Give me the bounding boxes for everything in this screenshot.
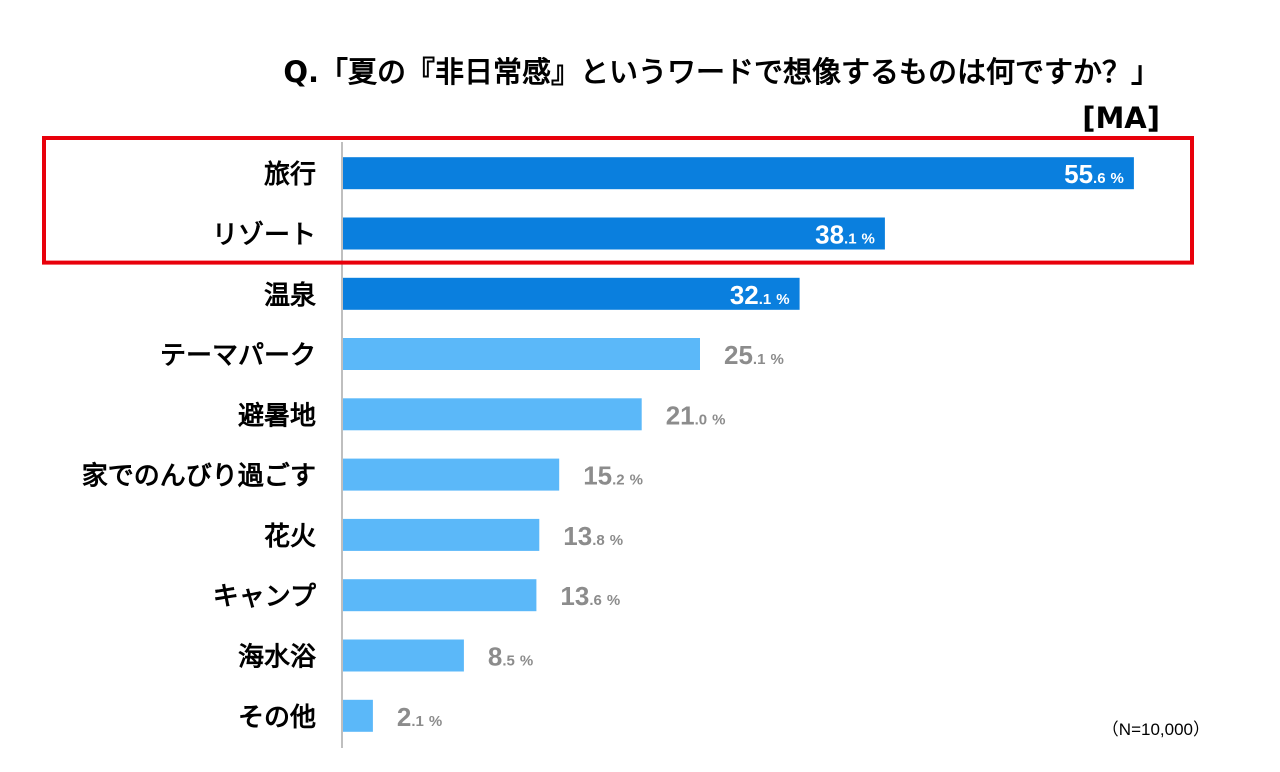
value-label: 32.1% (730, 280, 790, 310)
value-label: 38.1% (815, 220, 875, 250)
bar (343, 458, 560, 491)
value-label: 13.6% (560, 581, 620, 611)
bar (343, 639, 464, 672)
category-label: その他 (238, 703, 316, 733)
value-label: 21.0% (666, 400, 726, 430)
value-labels: 55.6 % 38.1 % 32.1 % 25.1 % 21.0 % 15.2 % 13.8 % 13.6%… (397, 159, 1124, 732)
category-label: 家でのんびり過ごす (82, 461, 316, 492)
bar (343, 217, 885, 250)
bar (343, 579, 537, 612)
category-label: 避暑地 (238, 400, 316, 431)
value-label: 55.6% (1064, 159, 1124, 189)
value-label: 25.1% (724, 340, 784, 370)
sample-size-note: （N=10,000） (1102, 720, 1210, 739)
category-label: キャンプ (213, 582, 317, 612)
bar (343, 518, 540, 551)
chart-subtitle: [MA] (1082, 101, 1160, 135)
value-label: 13.8% (563, 521, 623, 551)
category-label: テーマパーク (160, 341, 316, 371)
category-label: 旅行 (264, 159, 316, 190)
value-label: 8.5% (488, 642, 533, 672)
value-label: 15.2% (583, 461, 643, 491)
bar (343, 157, 1134, 190)
category-label: 温泉 (264, 280, 317, 311)
value-label: 2.1% (397, 702, 442, 732)
bar (343, 338, 700, 370)
highlight-box (42, 136, 1194, 265)
bar (343, 398, 642, 431)
bar (343, 277, 800, 310)
category-label: 海水浴 (238, 643, 317, 673)
bars-layer (343, 157, 1134, 732)
category-label: 花火 (264, 522, 316, 552)
category-label: リゾート (212, 220, 316, 251)
chart-title: Q.「夏の『非日常感』というワードで想像するものは何ですか？」 (283, 55, 1160, 89)
bar (343, 699, 373, 732)
